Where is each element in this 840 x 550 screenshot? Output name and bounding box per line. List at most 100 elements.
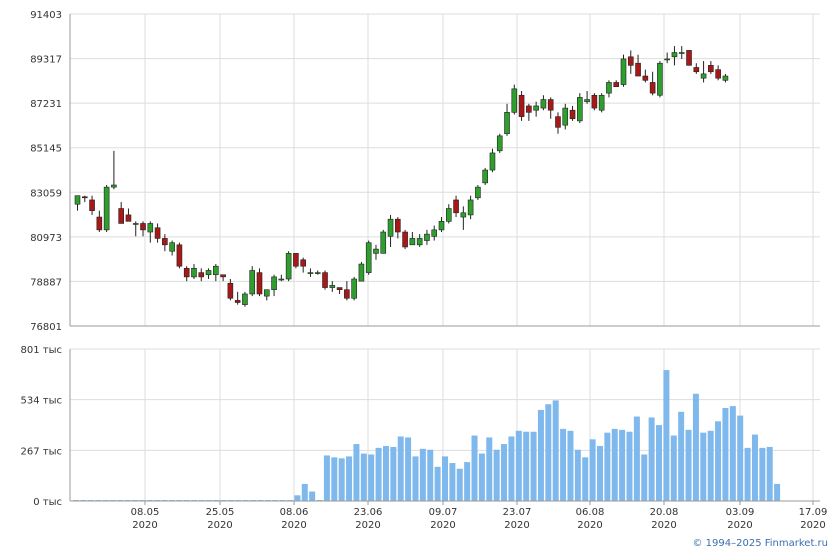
volume-bar [545, 404, 552, 501]
candle-down [96, 216, 103, 231]
x-tick-day: 08.06 [280, 507, 309, 518]
candle-up [358, 263, 365, 282]
candle-up [380, 231, 387, 254]
candle-up [664, 58, 670, 61]
volume-bar [405, 437, 412, 501]
x-tick-day: 08.05 [131, 507, 160, 518]
candle-up [431, 229, 438, 237]
candle-up [242, 293, 248, 305]
candle-up [307, 272, 314, 274]
candle-up [191, 268, 197, 278]
candle-down [649, 82, 656, 94]
candle-up [460, 212, 467, 218]
volume-bar [390, 446, 397, 501]
candle-down [693, 67, 700, 73]
volume-bar [471, 435, 478, 501]
volume-bar [537, 409, 544, 501]
candle-down [227, 282, 234, 299]
volume-tick-label: 534 тыс [21, 396, 62, 407]
volume-bar [397, 436, 404, 501]
candle-up [409, 238, 416, 246]
x-tick-day: 17.09 [799, 507, 828, 518]
volume-bar [427, 449, 434, 501]
candle-down [395, 218, 401, 233]
volume-bar [301, 483, 308, 501]
candle-up [533, 105, 539, 111]
candle-up [445, 208, 452, 222]
volume-tick-label: 0 тыс [33, 497, 62, 508]
candle-down [118, 208, 124, 224]
volume-bar [478, 453, 485, 501]
volume-bar [375, 447, 382, 501]
volume-bar [434, 466, 441, 501]
candle-up [482, 169, 488, 184]
candle-up [606, 82, 612, 94]
price-tick-label: 83059 [30, 188, 62, 199]
volume-bar [567, 430, 574, 501]
volume-bars [73, 370, 781, 501]
candle-up [271, 276, 277, 290]
x-tick-year: 2020 [800, 520, 825, 531]
volume-bar [737, 415, 744, 501]
volume-bar [323, 455, 330, 501]
candle-down [686, 50, 692, 66]
volume-bar [449, 463, 456, 501]
candle-down [183, 268, 190, 278]
volume-bar [751, 434, 758, 501]
candle-up [351, 278, 357, 299]
volume-bar [582, 457, 589, 501]
candle-up [722, 75, 729, 81]
volume-bar [382, 445, 389, 501]
price-tick-label: 76801 [30, 322, 62, 333]
volume-bar [663, 370, 670, 501]
price-tick-label: 80973 [30, 233, 62, 244]
candle-up [540, 99, 547, 109]
candle-up [598, 94, 605, 111]
volume-bar [641, 454, 648, 501]
candle-up [438, 221, 445, 231]
candle-up [511, 88, 518, 113]
candle-up [103, 186, 110, 231]
candle-up [213, 265, 219, 276]
candle-up [205, 270, 212, 276]
candle-up [489, 152, 496, 171]
candle-up [504, 112, 510, 135]
volume-bar [678, 411, 685, 501]
volume-bar [611, 428, 618, 501]
x-tick-day: 25.05 [206, 507, 235, 518]
volume-bar [670, 435, 677, 501]
volume-bar [360, 453, 367, 501]
candle-down [555, 116, 561, 128]
candle-down [125, 214, 132, 222]
volume-bar [774, 483, 781, 501]
volume-bar [294, 495, 301, 501]
volume-bar [766, 446, 773, 501]
candle-up [424, 233, 430, 241]
x-tick-day: 20.08 [650, 507, 679, 518]
volume-bar [685, 429, 692, 501]
volume-bar [574, 449, 581, 501]
candle-down [642, 75, 649, 81]
candle-up [562, 107, 569, 126]
volume-bar [715, 421, 722, 501]
candle-down [627, 56, 634, 66]
candle-up [700, 73, 707, 79]
candle-down [344, 289, 350, 299]
volume-bar [464, 462, 471, 501]
candle-down [715, 69, 721, 79]
candle-up [111, 184, 117, 188]
candle-down [89, 199, 95, 211]
volume-tick-label: 267 тыс [21, 446, 62, 457]
candle-down [591, 94, 598, 109]
volume-bar [656, 425, 663, 501]
tick-labels: 91403 89317 87231 85145 83059 80973 78887 76801… [21, 10, 828, 531]
candle-up [132, 223, 139, 225]
volume-bar [589, 439, 596, 501]
candle-down [613, 82, 620, 88]
x-tick-year: 2020 [651, 520, 676, 531]
candle-down [300, 259, 306, 267]
candle-up [620, 58, 627, 85]
candle-down [526, 105, 532, 113]
copyright-text[interactable]: © 1994–2025 Finmarket.ru [692, 538, 828, 549]
